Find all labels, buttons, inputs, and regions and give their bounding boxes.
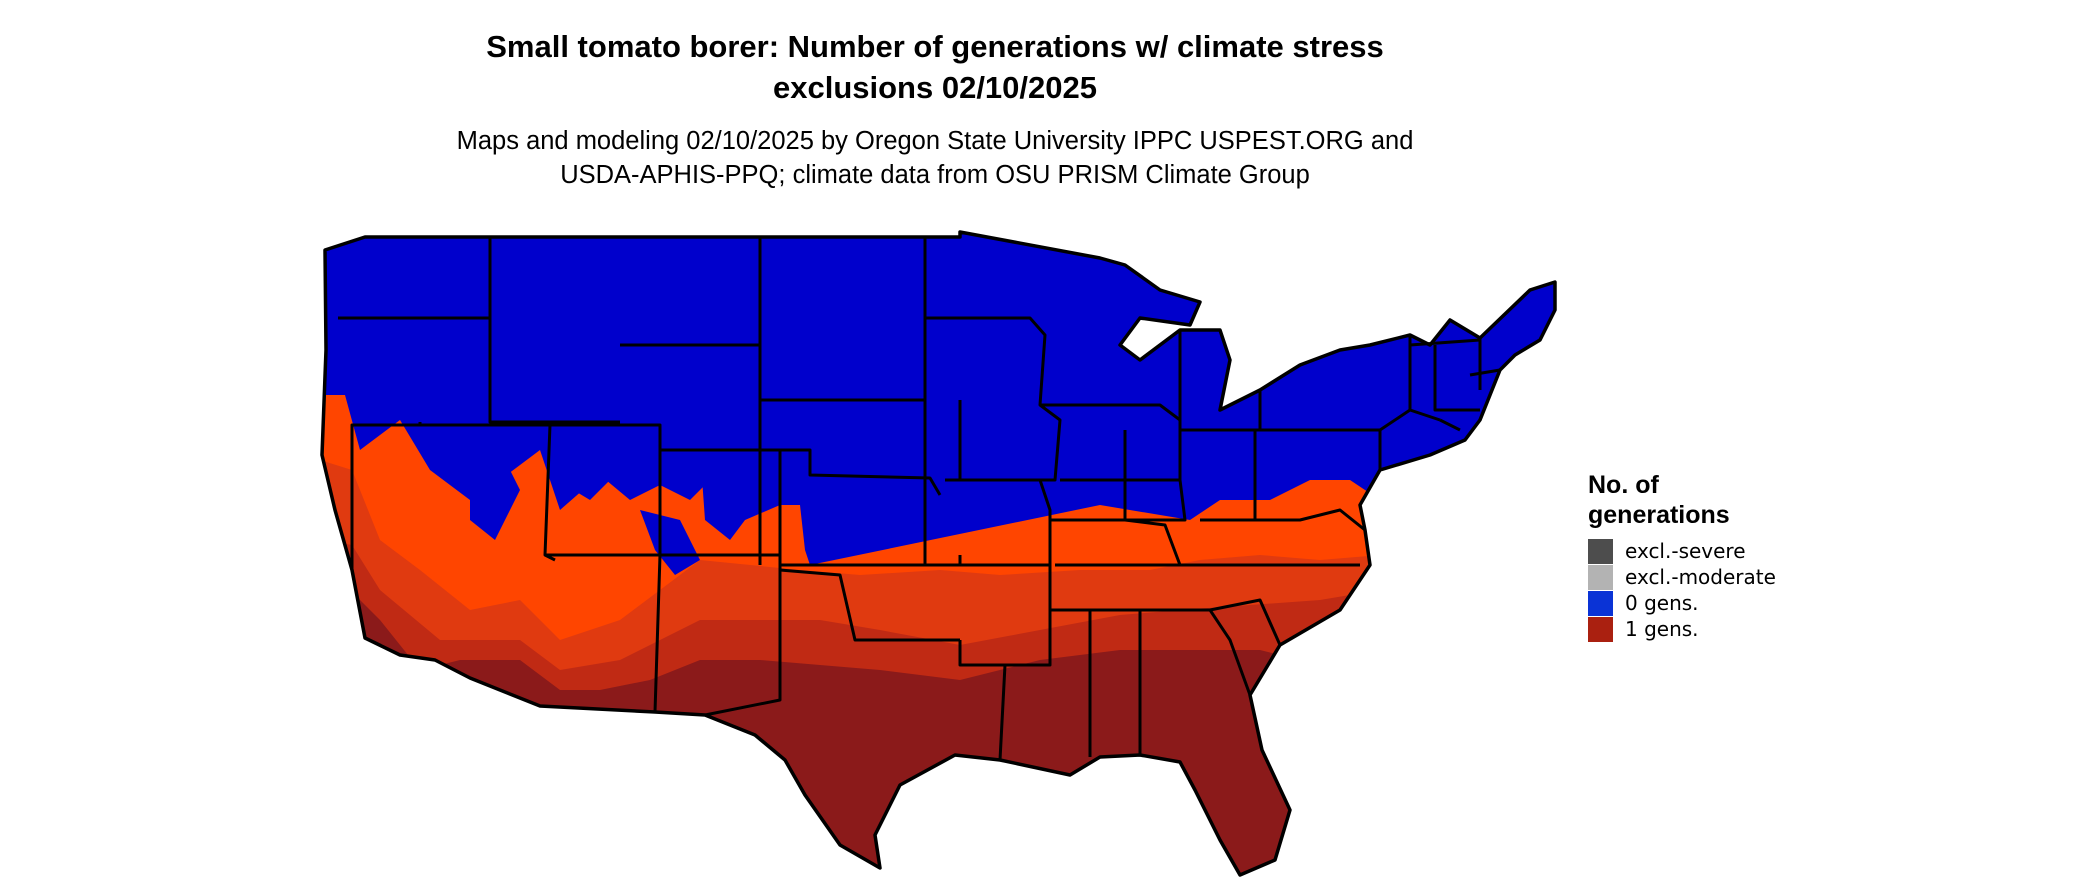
map-title-line1: Small tomato borer: Number of generation… [486,29,1384,64]
map-subtitle-line2: USDA-APHIS-PPQ; climate data from OSU PR… [560,161,1310,189]
legend-item-0-gens: 0 gens. [1588,590,1776,616]
legend-label-excl-severe: excl.-severe [1625,539,1746,563]
map-subtitle: Maps and modeling 02/10/2025 by Oregon S… [0,124,1870,192]
legend-swatch-excl-severe [1588,538,1613,564]
map-title-line2: exclusions 02/10/2025 [772,70,1097,105]
legend-label-0-gens: 0 gens. [1625,591,1699,615]
mountain-zero-gens-patches [470,440,760,575]
state-borders [320,230,1557,877]
legend-item-excl-moderate: excl.-moderate [1588,564,1776,590]
legend-swatch-0-gens [1588,590,1613,616]
us-outline [320,230,1557,877]
legend-label-excl-moderate: excl.-moderate [1625,565,1776,589]
legend-label-1-gens: 1 gens. [1625,617,1699,641]
legend-swatch-excl-moderate [1588,564,1613,590]
legend-title-line1: No. of [1588,471,1659,499]
legend-title: No. of generations [1588,470,1776,530]
legend: No. of generations excl.-severe excl.-mo… [1588,470,1776,642]
legend-swatch-1-gens [1588,616,1613,642]
map-subtitle-line1: Maps and modeling 02/10/2025 by Oregon S… [456,127,1414,155]
legend-item-1-gens: 1 gens. [1588,616,1776,642]
map-title: Small tomato borer: Number of generation… [0,26,1870,108]
legend-title-line2: generations [1588,501,1730,529]
legend-items: excl.-severe excl.-moderate 0 gens. 1 ge… [1588,538,1776,642]
legend-item-excl-severe: excl.-severe [1588,538,1776,564]
